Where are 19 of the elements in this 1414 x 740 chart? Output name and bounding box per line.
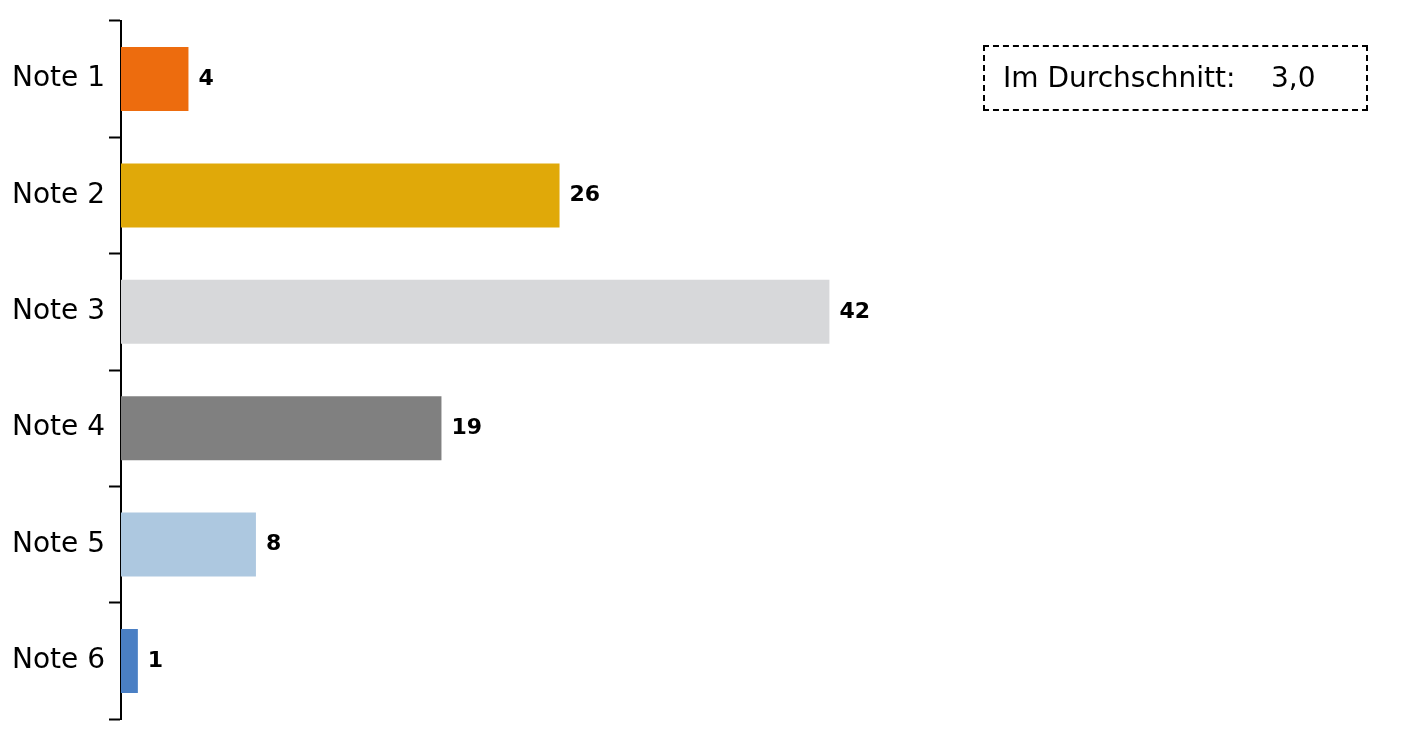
data-label: 8 bbox=[265, 530, 282, 556]
bar bbox=[121, 279, 830, 344]
y-tick-label: Note 5 bbox=[12, 525, 105, 559]
bar bbox=[121, 163, 560, 228]
data-label: 42 bbox=[839, 297, 871, 323]
text: Im Durchschnitt: 3,0 bbox=[983, 45, 1368, 111]
y-tick-label: Note 4 bbox=[12, 409, 105, 443]
bar bbox=[121, 396, 442, 461]
y-tick-label: Note 1 bbox=[12, 60, 105, 94]
data-label: 26 bbox=[569, 181, 601, 207]
y-tick-label: Note 3 bbox=[12, 293, 105, 327]
y-tick-label: Note 2 bbox=[12, 176, 105, 210]
y-tick-label: Note 6 bbox=[12, 642, 105, 676]
bar bbox=[121, 46, 189, 112]
bar bbox=[121, 512, 256, 577]
data-label: 19 bbox=[451, 413, 483, 439]
data-label: 1 bbox=[147, 646, 164, 672]
bar bbox=[121, 628, 138, 694]
data-label: 4 bbox=[198, 64, 214, 90]
